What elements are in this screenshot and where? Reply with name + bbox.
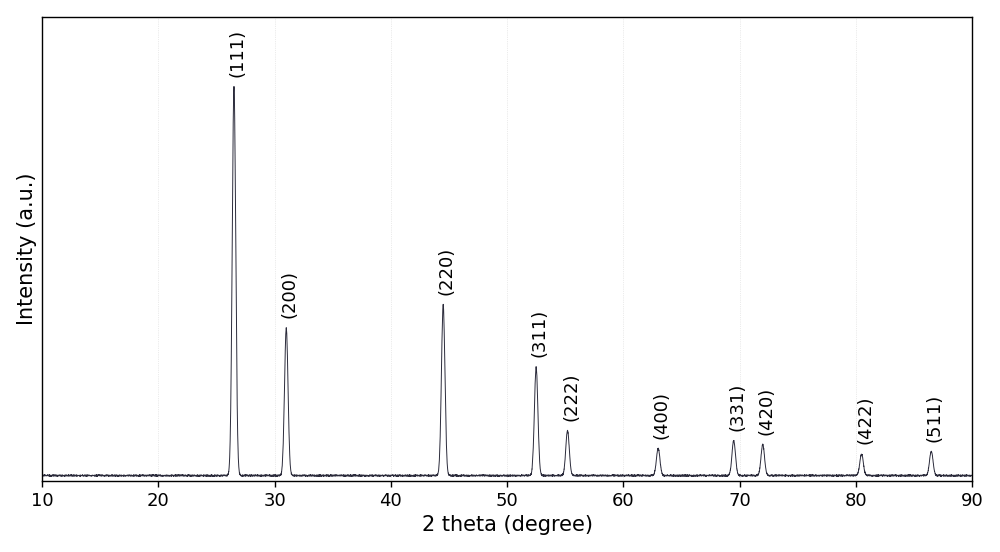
- Text: (311): (311): [531, 309, 549, 357]
- Text: (111): (111): [228, 29, 246, 77]
- Text: (511): (511): [926, 394, 944, 442]
- Text: (422): (422): [856, 396, 874, 444]
- Text: (220): (220): [438, 246, 456, 295]
- X-axis label: 2 theta (degree): 2 theta (degree): [422, 516, 593, 535]
- Text: (222): (222): [562, 373, 580, 421]
- Text: (420): (420): [757, 386, 775, 434]
- Text: (331): (331): [728, 383, 746, 431]
- Y-axis label: Intensity (a.u.): Intensity (a.u.): [17, 173, 37, 325]
- Text: (400): (400): [653, 391, 671, 439]
- Text: (200): (200): [281, 270, 299, 318]
